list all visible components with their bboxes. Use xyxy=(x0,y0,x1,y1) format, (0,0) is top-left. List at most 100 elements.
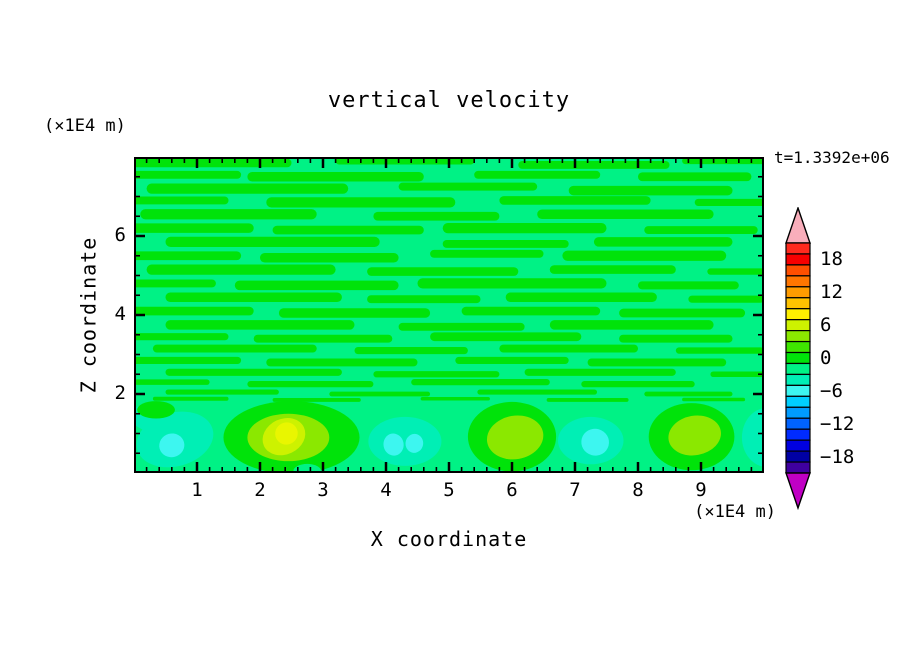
contour-streak xyxy=(638,281,739,290)
y-tick-label: 6 xyxy=(114,224,126,246)
contour-streak xyxy=(152,396,229,401)
contour-blob xyxy=(668,415,721,456)
contour-streak xyxy=(707,268,764,275)
colorbar-segment xyxy=(785,362,811,376)
contour-streak xyxy=(524,368,676,376)
x-tick-label: 8 xyxy=(632,479,644,501)
x-axis-title: X coordinate xyxy=(370,527,528,551)
contour-streak xyxy=(165,368,342,376)
x-tick-label: 3 xyxy=(317,479,329,501)
contour-streak xyxy=(477,389,598,395)
colorbar-segment xyxy=(785,308,811,321)
contour-streak xyxy=(499,344,638,353)
contour-streak xyxy=(165,292,342,302)
contour-streak xyxy=(562,250,727,261)
colorbar-segment xyxy=(785,297,811,310)
contour-streak xyxy=(568,185,733,196)
x-tick-label: 7 xyxy=(569,479,581,501)
x-tick-label: 5 xyxy=(443,479,455,501)
contour-streak xyxy=(165,389,279,395)
contour-streak xyxy=(134,306,254,316)
colorbar-tick-label: 0 xyxy=(820,347,832,369)
contour-blob xyxy=(405,433,424,453)
contour-streak xyxy=(134,170,242,179)
contour-streak xyxy=(710,371,764,378)
colorbar-segment xyxy=(785,286,811,299)
x-tick-label: 4 xyxy=(380,479,392,501)
colorbar-tick-label: 6 xyxy=(820,314,832,337)
contour-streak xyxy=(134,196,229,205)
contour-blob xyxy=(581,428,609,456)
x-tick-label: 2 xyxy=(254,479,266,501)
contour-streak xyxy=(278,308,431,318)
x-tick-label: 9 xyxy=(695,479,707,501)
contour-streak xyxy=(581,380,695,388)
time-annotation: t=1.3392e+06 xyxy=(774,148,890,167)
colorbar-segment xyxy=(785,242,811,255)
colorbar-tick-label: −6 xyxy=(820,379,843,402)
contour-streak xyxy=(688,295,764,303)
contour-streak xyxy=(442,239,569,248)
contour-streak xyxy=(644,391,733,397)
colorbar-segment xyxy=(785,275,811,288)
contour-streak xyxy=(253,334,393,343)
colorbar xyxy=(785,207,811,511)
x-tick-label: 1 xyxy=(191,479,203,501)
contour-streak xyxy=(373,371,500,378)
contour-streak xyxy=(619,308,746,318)
contour-streak xyxy=(134,356,242,364)
colorbar-over-arrow xyxy=(785,207,811,244)
y-tick-label: 2 xyxy=(114,382,126,404)
y-tick-label: 4 xyxy=(114,303,126,325)
contour-blob xyxy=(159,433,185,458)
colorbar-segment xyxy=(785,253,811,266)
contour-streak xyxy=(593,237,733,247)
colorbar-tick-label: 12 xyxy=(820,281,843,304)
contour-blob xyxy=(275,422,298,445)
contour-streak xyxy=(146,183,349,194)
contour-streak xyxy=(430,249,544,258)
colorbar-segment xyxy=(785,340,811,354)
contour-streak xyxy=(505,292,657,302)
contour-streak xyxy=(442,222,607,234)
contour-streak xyxy=(272,397,361,402)
colorbar-segment xyxy=(785,264,811,277)
contour-streak xyxy=(373,211,500,221)
contour-streak xyxy=(461,306,601,316)
colorbar-segment xyxy=(785,319,811,332)
contour-blob xyxy=(741,408,764,467)
contour-streak xyxy=(134,379,210,385)
contour-streak xyxy=(335,157,475,165)
contour-streak xyxy=(682,397,746,402)
contour-streak xyxy=(587,358,727,367)
contour-streak xyxy=(247,172,424,182)
contour-streak xyxy=(367,267,519,276)
contour-streak xyxy=(134,223,254,233)
contour-streak xyxy=(455,356,569,364)
colorbar-tick-label: −12 xyxy=(820,412,855,435)
contour-streak xyxy=(134,251,242,261)
contour-blob xyxy=(137,401,175,419)
colorbar-segment xyxy=(785,384,811,397)
contour-streak xyxy=(549,320,714,330)
contour-streak xyxy=(140,209,317,220)
contour-streak xyxy=(420,396,490,401)
contour-blob xyxy=(383,433,404,456)
colorbar-segment xyxy=(785,373,811,386)
contour-streak xyxy=(272,225,424,235)
contour-streak xyxy=(165,236,380,248)
contour-streak xyxy=(134,158,292,168)
colorbar-segment xyxy=(785,450,811,463)
contour-streak xyxy=(694,198,764,206)
contour-streak xyxy=(518,160,670,169)
contour-blob xyxy=(486,415,544,460)
contour-streak xyxy=(417,278,607,289)
contour-streak xyxy=(638,172,752,182)
contour-streak xyxy=(354,346,468,355)
contour-streak xyxy=(329,391,431,397)
contour-streak xyxy=(134,279,216,288)
contour-streak xyxy=(165,320,355,330)
contour-streak xyxy=(146,264,336,275)
contour-streak xyxy=(398,322,525,331)
